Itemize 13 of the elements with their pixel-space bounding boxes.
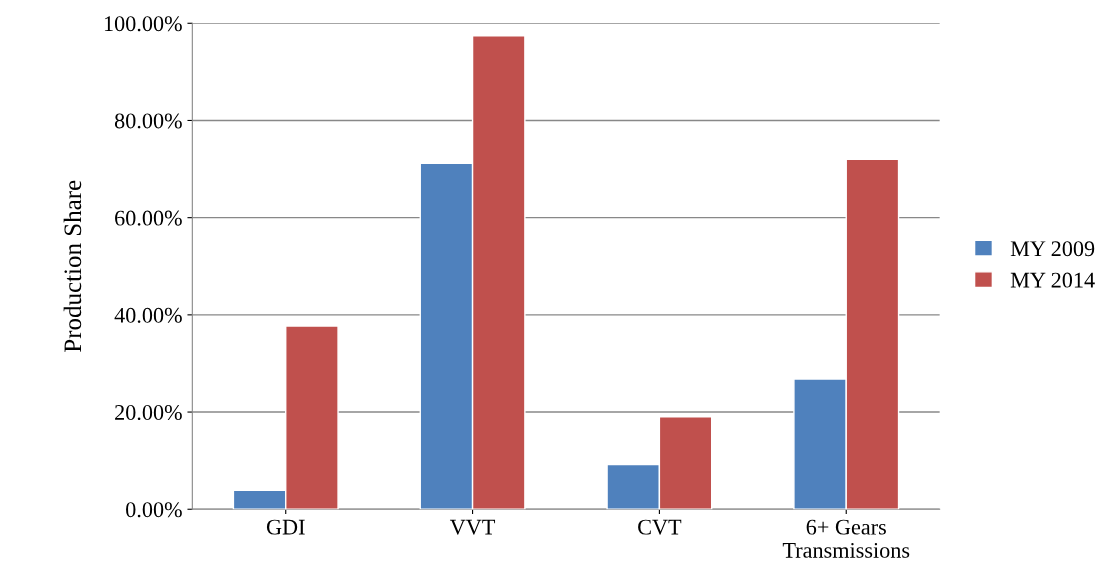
x-tick-label: CVT <box>638 519 682 535</box>
x-tick-label: GDI <box>266 519 305 535</box>
legend-label: MY 2009 <box>1010 241 1095 257</box>
y-tick-label: 40.00% <box>114 307 182 323</box>
y-tick-label: 100.00% <box>104 16 182 32</box>
y-tick-label: 80.00% <box>114 113 182 129</box>
y-tick-label: 0.00% <box>126 502 182 518</box>
y-axis-title: Production Share <box>63 180 82 352</box>
y-tick-label: 60.00% <box>115 210 182 226</box>
x-tick-label: VVT <box>449 519 496 535</box>
legend-label: MY 2014 <box>1010 272 1095 288</box>
x-tick-label: 6+ Gears Transmissions <box>782 519 910 558</box>
y-tick-label: 20.00% <box>115 404 182 421</box>
